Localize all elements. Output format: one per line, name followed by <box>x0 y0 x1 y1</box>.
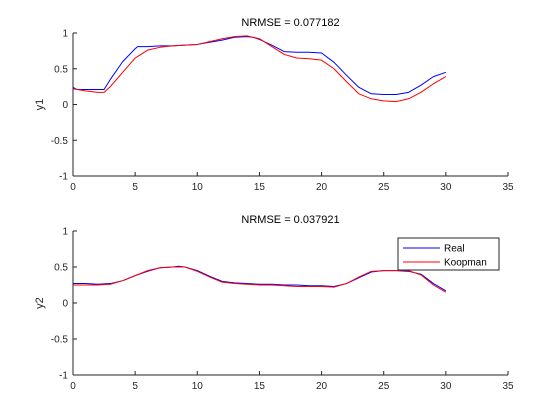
top-y-tick-label: -0.5 <box>51 136 69 147</box>
top-x-tick-label: 35 <box>502 182 514 193</box>
top-series-1-line <box>72 36 447 95</box>
top-x-tick-label: 0 <box>70 182 76 193</box>
top-x-tick-label: 15 <box>254 182 266 193</box>
bottom-y-tick-label: 1 <box>62 227 68 238</box>
bottom-x-tick-label: 10 <box>192 381 204 392</box>
bottom-x-tick-label: 5 <box>132 381 138 392</box>
bottom-axes-title: NRMSE = 0.037921 <box>241 214 339 226</box>
bottom-y-tick-label: -1 <box>59 371 68 382</box>
bottom-legend: Real Koopman <box>397 237 500 271</box>
legend-real-label: Real <box>444 244 465 255</box>
top-y-tick-label: 1 <box>62 29 68 40</box>
bottom-x-tick-label: 25 <box>378 381 390 392</box>
top-plot-area <box>73 33 508 176</box>
top-x-tick-label: 25 <box>378 182 390 193</box>
bottom-x-tick-label: 35 <box>502 381 514 392</box>
top-x-tick-label: 30 <box>440 182 452 193</box>
bottom-axes-ylabel: y2 <box>34 297 46 309</box>
bottom-x-tick-label: 15 <box>254 381 266 392</box>
top-y-tick-label: 0 <box>62 100 68 111</box>
bottom-x-tick-label: 20 <box>316 381 328 392</box>
bottom-x-tick-label: 30 <box>440 381 452 392</box>
legend-box <box>397 237 500 271</box>
bottom-koopman-line <box>73 266 447 293</box>
legend-koopman-label: Koopman <box>444 258 487 269</box>
top-axes-ylabel: y1 <box>34 99 46 111</box>
top-y-tick-label: -1 <box>59 172 68 183</box>
top-axes: NRMSE = 0.077182 y1 0 5 10 15 20 25 30 35-1-0.5… <box>34 17 514 193</box>
bottom-y-tick-label: -0.5 <box>51 335 69 346</box>
top-axes-title: NRMSE = 0.077182 <box>241 17 339 29</box>
top-x-tick-label: 20 <box>316 182 328 193</box>
bottom-axes: NRMSE = 0.037921 y2 0 5 10 15 20 25 30 35-1-0.5… <box>34 214 514 392</box>
bottom-x-tick-label: 0 <box>70 381 76 392</box>
bottom-y-tick-label: 0 <box>62 299 68 310</box>
top-series-2-line <box>72 35 447 103</box>
bottom-y-tick-label: 0.5 <box>54 263 68 274</box>
top-x-tick-label: 10 <box>192 182 204 193</box>
top-x-tick-label: 5 <box>132 182 138 193</box>
top-y-tick-label: 0.5 <box>54 64 68 75</box>
